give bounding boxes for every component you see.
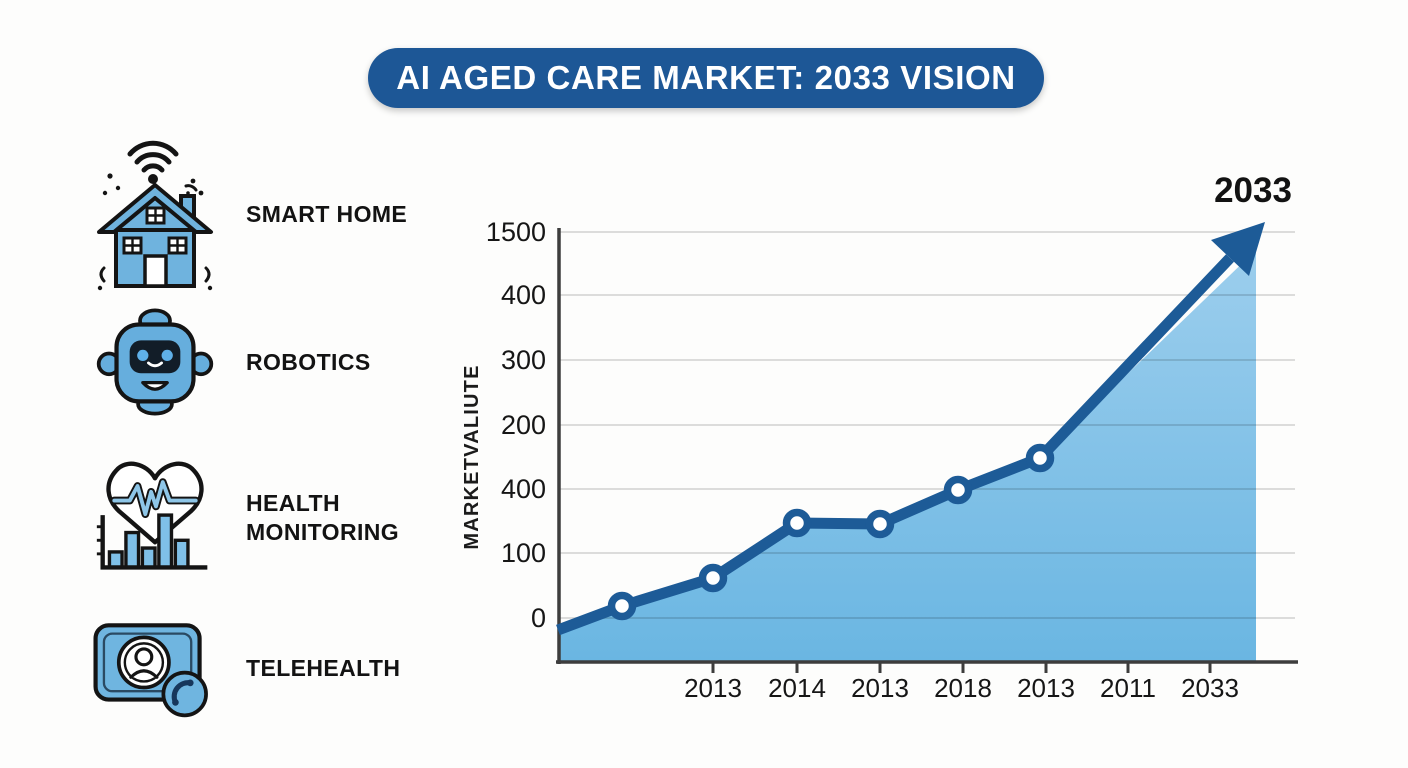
feature-row-smart-home: SMART HOME [86,134,407,294]
telehealth-icon [86,614,224,722]
feature-label-health-monitoring: HEALTH MONITORING [246,490,400,545]
market-growth-chart: 1500 400 300 200 400 100 0 2013 2014 2013 2018 2013… [461,171,1298,703]
smart-home-icon [86,136,224,292]
feature-label-robotics: ROBOTICS [246,348,371,375]
annotation-2033: 2033 [1214,171,1292,210]
robot-icon [86,302,224,422]
x-tick-label: 2013 [851,673,909,703]
data-point-marker [782,508,812,538]
feature-label-smart-home: SMART HOME [246,200,408,227]
arrow-head [1211,222,1265,276]
data-point-marker [943,475,973,505]
x-tick-label: 2013 [1017,673,1075,703]
area-fill [560,250,1256,662]
feature-label-telehealth: TELEHEALTH [246,654,401,681]
x-tick-label: 2011 [1100,673,1156,703]
data-point-marker [865,509,895,539]
feature-row-telehealth: TELEHEALTH [86,616,400,720]
data-point-marker [698,563,728,593]
feature-row-health-monitoring: HEALTH MONITORING [86,452,431,584]
y-tick-label: 1500 [486,217,546,247]
y-tick-label: 400 [501,280,546,310]
y-tick-label: 200 [501,410,546,440]
feature-row-robotics: ROBOTICS [86,300,371,424]
title-banner: AI AGED CARE MARKET: 2033 VISION [368,48,1044,108]
x-tick-label: 2013 [684,673,742,703]
y-tick-label: 100 [501,538,546,568]
data-point-marker [1025,443,1055,473]
data-point-marker [607,591,637,621]
y-tick-label: 0 [531,603,546,633]
x-tick-label: 2018 [934,673,992,703]
page-title: AI AGED CARE MARKET: 2033 VISION [396,59,1016,96]
x-tick-label: 2033 [1181,673,1239,703]
y-axis-title: MARKETVALIUTE [461,364,483,549]
y-tick-label: 400 [501,474,546,504]
y-tick-label: 300 [501,345,546,375]
trend-line [556,254,1234,636]
health-monitoring-icon [86,455,224,581]
x-tick-label: 2014 [768,673,826,703]
